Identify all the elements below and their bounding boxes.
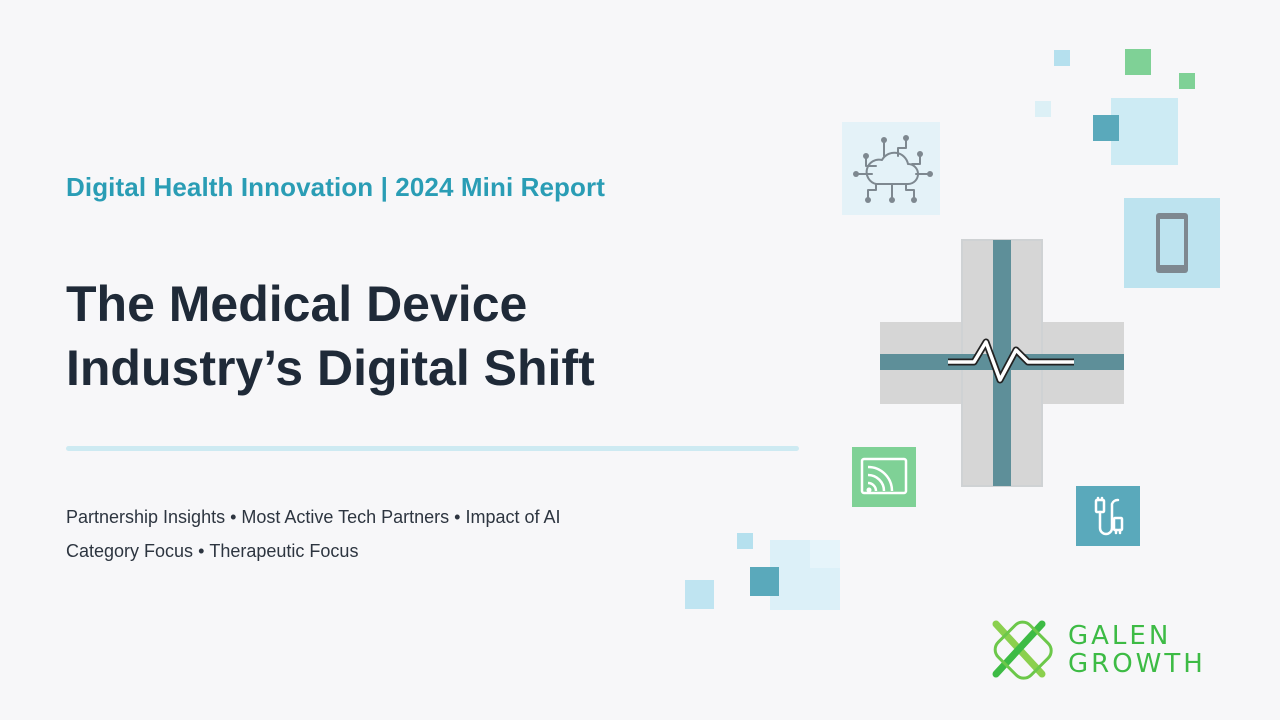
decor-square <box>1035 101 1051 117</box>
topic-separator: • <box>454 507 461 527</box>
smartphone-tile <box>1124 198 1220 288</box>
topic-separator: • <box>230 507 237 527</box>
topics-line-1: Partnership Insights • Most Active Tech Pa… <box>66 500 561 534</box>
report-subtitle: Digital Health Innovation | 2024 Mini Re… <box>66 172 605 202</box>
title-line-2: Industry’s Digital Shift <box>66 340 595 396</box>
decor-square <box>737 533 753 549</box>
medical-cross-heartbeat-icon <box>880 239 1124 487</box>
smartphone-icon <box>1156 213 1188 273</box>
topic-item: Impact of AI <box>465 507 561 527</box>
decor-square <box>1054 50 1070 66</box>
decor-square <box>1111 98 1178 165</box>
logo-line-2: GROWTH <box>1068 649 1206 679</box>
logo-line-1: GALEN <box>1068 621 1172 651</box>
topic-item: Most Active Tech Partners <box>241 507 450 527</box>
topic-item: Therapeutic Focus <box>209 541 359 561</box>
topics-line-2: Category Focus • Therapeutic Focus <box>66 534 561 568</box>
cloud-network-icon <box>853 134 933 203</box>
decor-square <box>1093 115 1119 141</box>
decor-square <box>750 567 779 596</box>
report-title: The Medical Device Industry’s Digital Sh… <box>66 272 786 400</box>
topics-list: Partnership Insights • Most Active Tech Pa… <box>66 500 561 568</box>
topic-item: Partnership Insights <box>66 507 226 527</box>
topic-separator: • <box>198 541 205 561</box>
decor-square <box>1179 73 1195 89</box>
logo-wordmark: GALEN GROWTH <box>1068 622 1206 678</box>
decor-square <box>810 540 840 568</box>
title-divider <box>66 446 799 451</box>
galen-growth-logo-mark <box>992 620 1053 680</box>
galen-growth-logo: GALEN GROWTH <box>988 614 1238 686</box>
usb-cable-icon <box>1094 496 1124 536</box>
decor-square <box>1125 49 1151 75</box>
decor-square <box>685 580 714 609</box>
wireless-screen-tile <box>852 447 916 507</box>
title-line-1: The Medical Device <box>66 276 528 332</box>
cloud-network-tile <box>842 122 940 215</box>
wireless-screen-icon <box>860 457 908 495</box>
usb-cable-tile <box>1076 486 1140 546</box>
topic-item: Category Focus <box>66 541 194 561</box>
